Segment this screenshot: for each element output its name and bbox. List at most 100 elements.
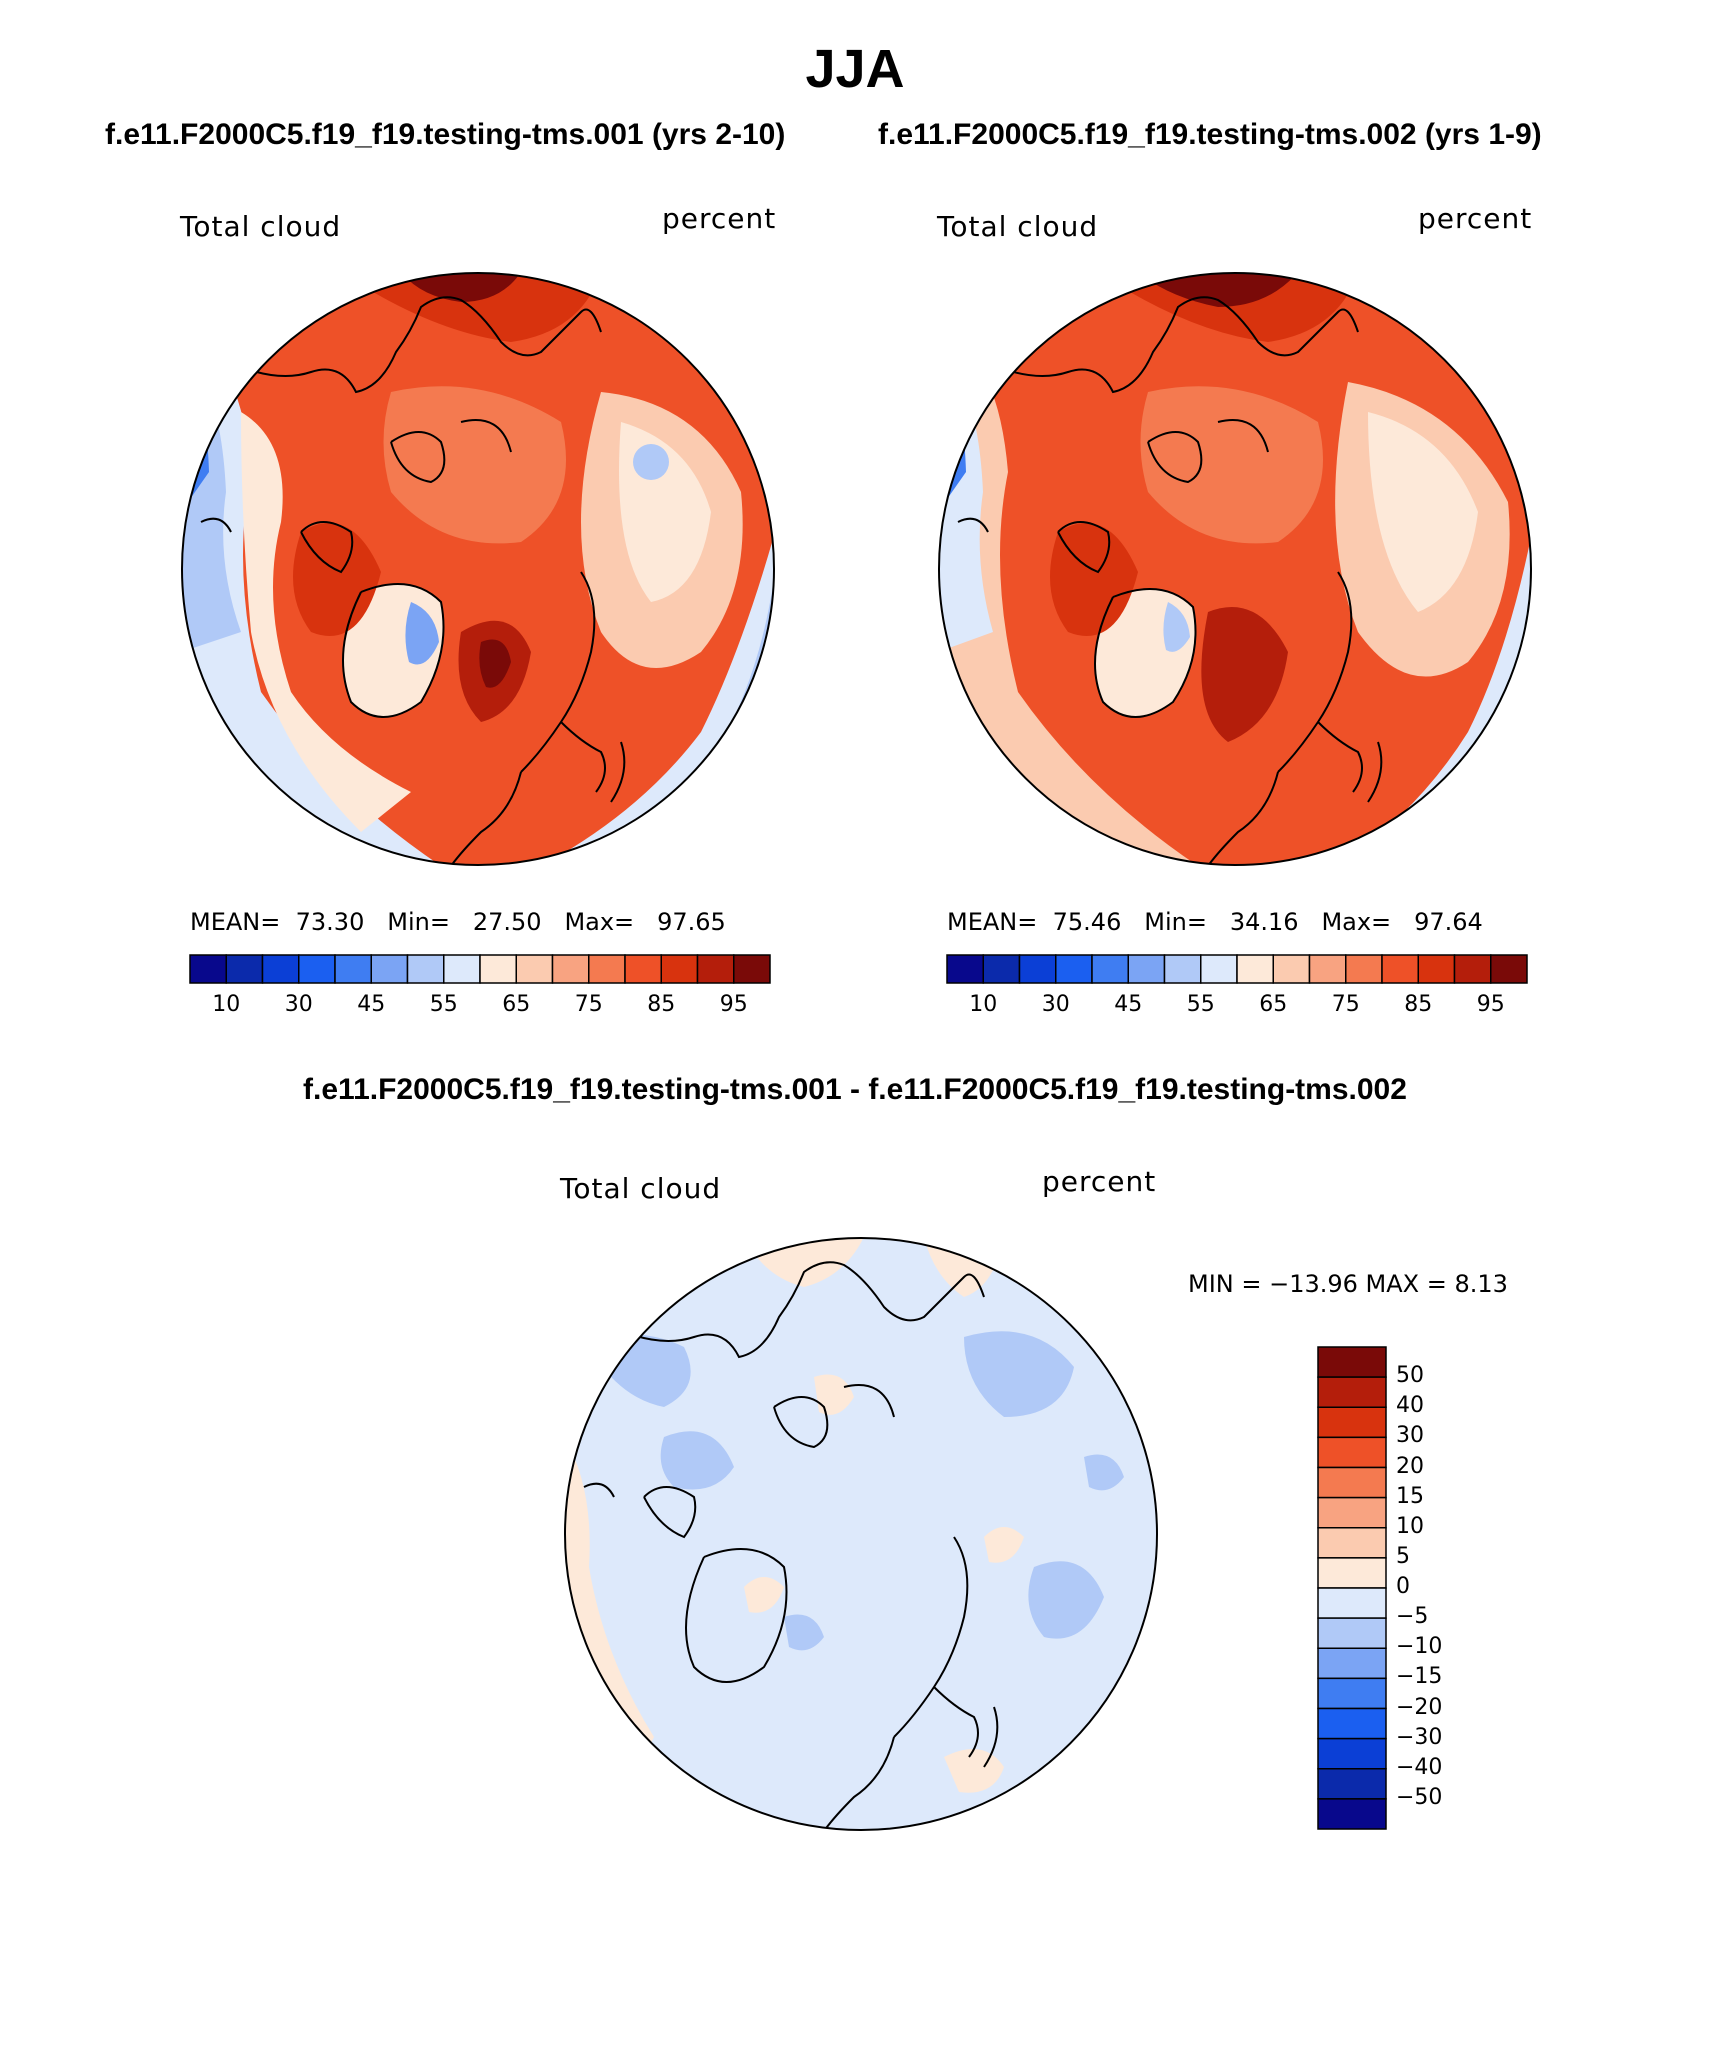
colorbar-swatch bbox=[1381, 954, 1419, 984]
panel2-max-value: 97.64 bbox=[1414, 908, 1483, 936]
panel1-colorbar-ticks: 10 30 45 55 65 75 85 95 bbox=[190, 992, 770, 1022]
panel2-polar-map bbox=[938, 272, 1532, 866]
panel2-mean-label: MEAN= bbox=[947, 908, 1038, 936]
colorbar-swatch bbox=[1317, 1557, 1387, 1589]
colorbar-tick-label: −30 bbox=[1396, 1724, 1443, 1750]
colorbar-tick-label: 5 bbox=[1396, 1543, 1410, 1569]
colorbar-swatch bbox=[334, 954, 372, 984]
panel1-stats: MEAN= 73.30 Min= 27.50 Max= 97.65 bbox=[190, 908, 726, 936]
colorbar-tick-label: 65 bbox=[502, 992, 531, 1017]
colorbar-tick-label: 75 bbox=[574, 992, 603, 1017]
colorbar-swatch bbox=[1163, 954, 1202, 984]
colorbar-swatch bbox=[1490, 954, 1528, 984]
colorbar-swatch bbox=[1236, 954, 1274, 984]
colorbar-tick-label: 45 bbox=[1114, 992, 1143, 1017]
colorbar-tick-label: −20 bbox=[1396, 1694, 1443, 1720]
colorbar-swatch bbox=[189, 954, 227, 984]
panel2-variable-label: Total cloud bbox=[937, 210, 1099, 243]
panel2-units-label: percent bbox=[1418, 202, 1533, 235]
colorbar-swatch bbox=[588, 954, 626, 984]
colorbar-tick-label: −50 bbox=[1396, 1784, 1443, 1810]
colorbar-tick-label: 0 bbox=[1396, 1574, 1410, 1599]
colorbar-tick-label: 85 bbox=[647, 992, 676, 1017]
colorbar-swatch bbox=[1317, 1768, 1387, 1800]
difference-title: f.e11.F2000C5.f19_f19.testing-tms.001 - … bbox=[303, 1073, 1407, 1106]
panel1-polar-map bbox=[181, 272, 775, 866]
panel1-units-label: percent bbox=[662, 202, 777, 235]
panel2-colorbar bbox=[946, 954, 1528, 984]
colorbar-tick-label: −10 bbox=[1396, 1634, 1443, 1660]
colorbar-swatch bbox=[1272, 954, 1311, 984]
colorbar-swatch bbox=[1308, 954, 1347, 984]
panel1-mean-label: MEAN= bbox=[190, 908, 281, 936]
colorbar-swatch bbox=[298, 954, 336, 984]
colorbar-tick-label: 95 bbox=[1476, 992, 1505, 1017]
colorbar-tick-label: 40 bbox=[1396, 1393, 1424, 1419]
colorbar-swatch bbox=[733, 954, 771, 984]
panel2-max-label: Max= bbox=[1321, 908, 1392, 936]
colorbar-swatch bbox=[1317, 1346, 1387, 1378]
colorbar-swatch bbox=[1091, 954, 1129, 984]
colorbar-swatch bbox=[1317, 1436, 1387, 1469]
panel1-min-value: 27.50 bbox=[472, 908, 542, 936]
colorbar-tick-label: 95 bbox=[719, 992, 748, 1017]
panel1-max-value: 97.65 bbox=[657, 908, 726, 936]
colorbar-swatch bbox=[946, 954, 984, 984]
panel2-stats: MEAN= 75.46 Min= 34.16 Max= 97.64 bbox=[947, 908, 1483, 936]
colorbar-swatch bbox=[1200, 954, 1238, 984]
panel2-mean-value: 75.46 bbox=[1052, 908, 1122, 936]
panel3-minmax: MIN = −13.96 MAX = 8.13 bbox=[1188, 1270, 1508, 1298]
panel2-min-label: Min= bbox=[1144, 908, 1207, 936]
colorbar-tick-label: 75 bbox=[1331, 992, 1360, 1017]
colorbar-tick-label: 30 bbox=[1396, 1423, 1424, 1449]
colorbar-swatch bbox=[1317, 1707, 1387, 1740]
colorbar-swatch bbox=[370, 954, 409, 984]
colorbar-swatch bbox=[1317, 1647, 1387, 1680]
colorbar-swatch bbox=[1317, 1677, 1387, 1710]
panel3-colorbar bbox=[1317, 1346, 1387, 1830]
colorbar-swatch bbox=[1453, 954, 1492, 984]
colorbar-tick-label: 65 bbox=[1259, 992, 1288, 1017]
colorbar-tick-label: 55 bbox=[1186, 992, 1215, 1017]
colorbar-swatch bbox=[624, 954, 662, 984]
colorbar-tick-label: −5 bbox=[1396, 1604, 1429, 1630]
colorbar-tick-label: 30 bbox=[1041, 992, 1070, 1017]
colorbar-swatch bbox=[696, 954, 735, 984]
colorbar-swatch bbox=[1417, 954, 1456, 984]
colorbar-tick-label: −40 bbox=[1396, 1754, 1443, 1780]
colorbar-tick-label: 10 bbox=[212, 992, 241, 1017]
colorbar-tick-label: −15 bbox=[1396, 1664, 1443, 1690]
colorbar-swatch bbox=[479, 954, 517, 984]
colorbar-tick-label: 30 bbox=[284, 992, 313, 1017]
panel2-colorbar-ticks: 10 30 45 55 65 75 85 95 bbox=[947, 992, 1527, 1022]
panel1-min-label: Min= bbox=[387, 908, 450, 936]
case2-title: f.e11.F2000C5.f19_f19.testing-tms.002 (y… bbox=[878, 118, 1542, 151]
colorbar-swatch bbox=[1317, 1587, 1387, 1619]
panel3-polar-map bbox=[564, 1237, 1158, 1831]
colorbar-swatch bbox=[1345, 954, 1383, 984]
colorbar-swatch bbox=[225, 954, 264, 984]
colorbar-tick-label: 10 bbox=[969, 992, 998, 1017]
colorbar-tick-label: 15 bbox=[1396, 1483, 1424, 1509]
colorbar-swatch bbox=[1317, 1527, 1387, 1559]
colorbar-tick-label: 55 bbox=[429, 992, 458, 1017]
case1-title: f.e11.F2000C5.f19_f19.testing-tms.001 (y… bbox=[105, 118, 786, 151]
colorbar-tick-label: 10 bbox=[1396, 1513, 1424, 1539]
panel3-colorbar-ticks: 50 40 30 20 15 10 5 0 −5 −10 −15 −20 −30 −40 −50 bbox=[1396, 1347, 1476, 1829]
panel1-mean-value: 73.30 bbox=[295, 908, 365, 936]
colorbar-swatch bbox=[515, 954, 554, 984]
colorbar-swatch bbox=[660, 954, 699, 984]
colorbar-tick-label: 50 bbox=[1396, 1363, 1424, 1389]
panel3-variable-label: Total cloud bbox=[560, 1172, 722, 1205]
colorbar-swatch bbox=[1317, 1798, 1387, 1830]
colorbar-swatch bbox=[261, 954, 300, 984]
colorbar-swatch bbox=[1055, 954, 1093, 984]
panel3-units-label: percent bbox=[1042, 1165, 1157, 1198]
colorbar-swatch bbox=[1127, 954, 1166, 984]
colorbar-swatch bbox=[1317, 1406, 1387, 1439]
figure-title: JJA bbox=[805, 39, 905, 99]
colorbar-swatch bbox=[443, 954, 481, 984]
colorbar-tick-label: 20 bbox=[1396, 1453, 1424, 1479]
colorbar-swatch bbox=[982, 954, 1021, 984]
colorbar-swatch bbox=[1317, 1466, 1387, 1499]
